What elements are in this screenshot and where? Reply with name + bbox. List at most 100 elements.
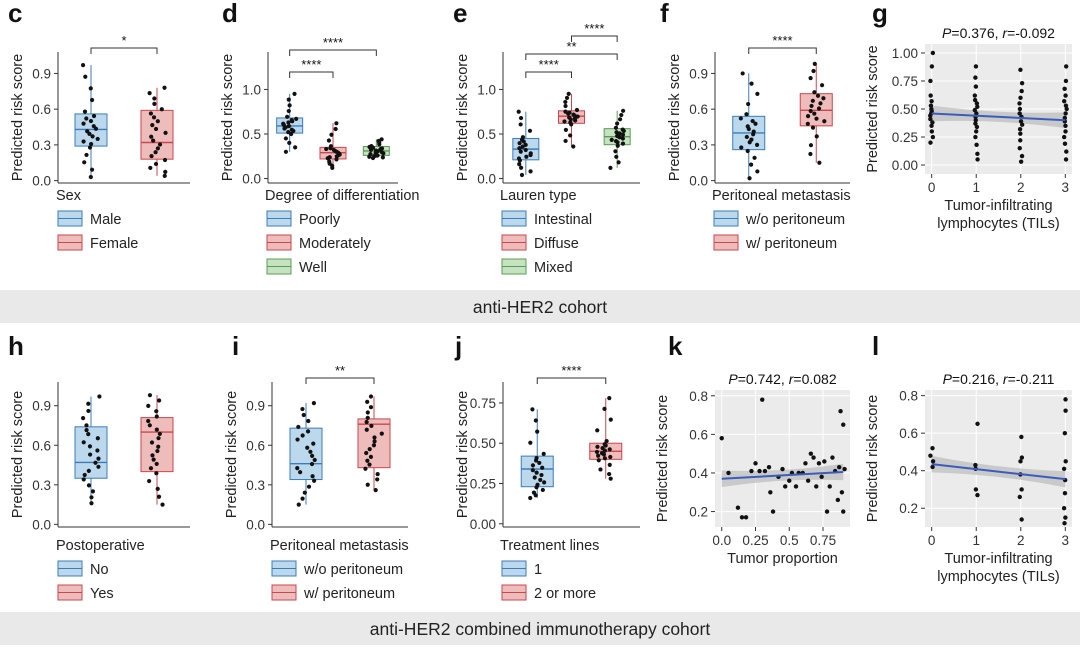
data-point	[973, 134, 978, 140]
data-point	[375, 477, 380, 482]
data-point	[973, 64, 979, 69]
data-point	[517, 141, 522, 146]
data-point	[292, 91, 297, 96]
data-point	[814, 116, 819, 121]
data-point	[609, 137, 614, 142]
data-point	[528, 495, 533, 501]
annotation-p: P	[943, 371, 953, 387]
data-point	[810, 98, 815, 103]
data-point	[974, 101, 980, 106]
y-tick-label: 0.00	[892, 158, 918, 173]
data-point	[1062, 430, 1068, 436]
y-tick-label: 0.8	[899, 389, 918, 404]
data-point	[367, 447, 372, 452]
data-point	[746, 101, 751, 107]
data-point	[614, 154, 619, 159]
data-point	[157, 431, 162, 436]
y-tick-label: 0.5	[477, 127, 496, 142]
data-point	[1062, 141, 1068, 146]
data-point	[562, 119, 567, 124]
legend-label: Yes	[90, 586, 114, 602]
y-axis-label: Predicted risk score	[655, 395, 671, 522]
data-point	[162, 173, 167, 178]
data-point	[1063, 397, 1068, 402]
data-point	[783, 484, 788, 489]
data-point	[599, 451, 605, 456]
data-point	[88, 118, 94, 124]
data-point	[538, 477, 543, 483]
y-tick-label: 0.3	[689, 138, 708, 153]
data-point	[156, 444, 161, 449]
data-point	[516, 156, 522, 161]
data-point	[154, 414, 159, 419]
data-point	[574, 107, 580, 113]
panel-letter: f	[660, 0, 669, 28]
data-point	[975, 151, 980, 157]
panel-d: d 0.0 0.5 1.0 Predicted risk score ******** De…	[220, 0, 420, 276]
data-point	[365, 410, 370, 415]
data-point	[154, 409, 159, 414]
data-point	[327, 159, 332, 164]
data-point	[975, 492, 980, 498]
stats-annotation: P=0.742, r=0.082	[728, 371, 836, 387]
data-point	[1019, 81, 1025, 86]
data-point	[85, 129, 90, 134]
data-point	[333, 126, 338, 132]
data-point	[154, 471, 159, 476]
data-point	[157, 398, 162, 403]
y-axis-label: Predicted risk score	[10, 54, 26, 181]
data-point	[930, 50, 936, 56]
data-point	[530, 407, 535, 412]
data-point	[88, 452, 93, 457]
data-point	[928, 103, 934, 108]
data-point	[973, 462, 978, 468]
y-axis-label: Predicted risk score	[865, 395, 881, 522]
data-point	[154, 427, 159, 432]
panel-f: f 0.0 0.3 0.6 0.9 Predicted risk score **** Per…	[660, 0, 851, 252]
x-axis-label: Tumor-infiltrating	[944, 551, 1052, 567]
data-point	[86, 483, 92, 488]
data-point	[156, 436, 161, 441]
data-point	[82, 160, 87, 165]
data-point	[1018, 159, 1024, 164]
data-point	[537, 460, 542, 466]
data-point	[739, 145, 744, 150]
legend-label: Intestinal	[534, 212, 592, 228]
data-point	[749, 468, 754, 474]
data-point	[973, 121, 978, 126]
data-point	[160, 502, 165, 507]
x-tick-label: 0	[928, 533, 936, 548]
data-point	[147, 478, 152, 484]
data-point	[757, 468, 762, 474]
plot-background	[925, 390, 1072, 527]
data-point	[809, 103, 814, 109]
significance-bracket	[289, 71, 334, 78]
data-point	[286, 97, 291, 102]
data-point	[615, 121, 620, 126]
data-point	[816, 461, 822, 466]
data-point	[816, 106, 822, 111]
data-point	[535, 429, 540, 434]
data-point	[974, 142, 979, 148]
y-tick-label: 1.00	[892, 46, 918, 61]
data-point	[929, 123, 934, 129]
data-point	[594, 449, 600, 455]
data-point	[518, 115, 524, 121]
significance-bracket	[571, 35, 618, 42]
data-point	[80, 63, 86, 68]
significance-bracket	[90, 47, 158, 54]
data-point	[619, 112, 624, 118]
data-point	[602, 456, 608, 461]
data-point	[620, 108, 626, 113]
cohort-title: anti-HER2 cohort	[473, 297, 607, 317]
data-point	[365, 458, 370, 463]
data-point	[822, 459, 827, 464]
legend-label: Diffuse	[534, 236, 579, 252]
data-point	[1019, 517, 1024, 522]
data-point	[289, 118, 294, 123]
data-point	[281, 121, 286, 126]
data-point	[295, 466, 300, 471]
legend-label: No	[90, 562, 109, 578]
data-point	[331, 147, 336, 153]
annotation-r: r	[789, 371, 795, 387]
